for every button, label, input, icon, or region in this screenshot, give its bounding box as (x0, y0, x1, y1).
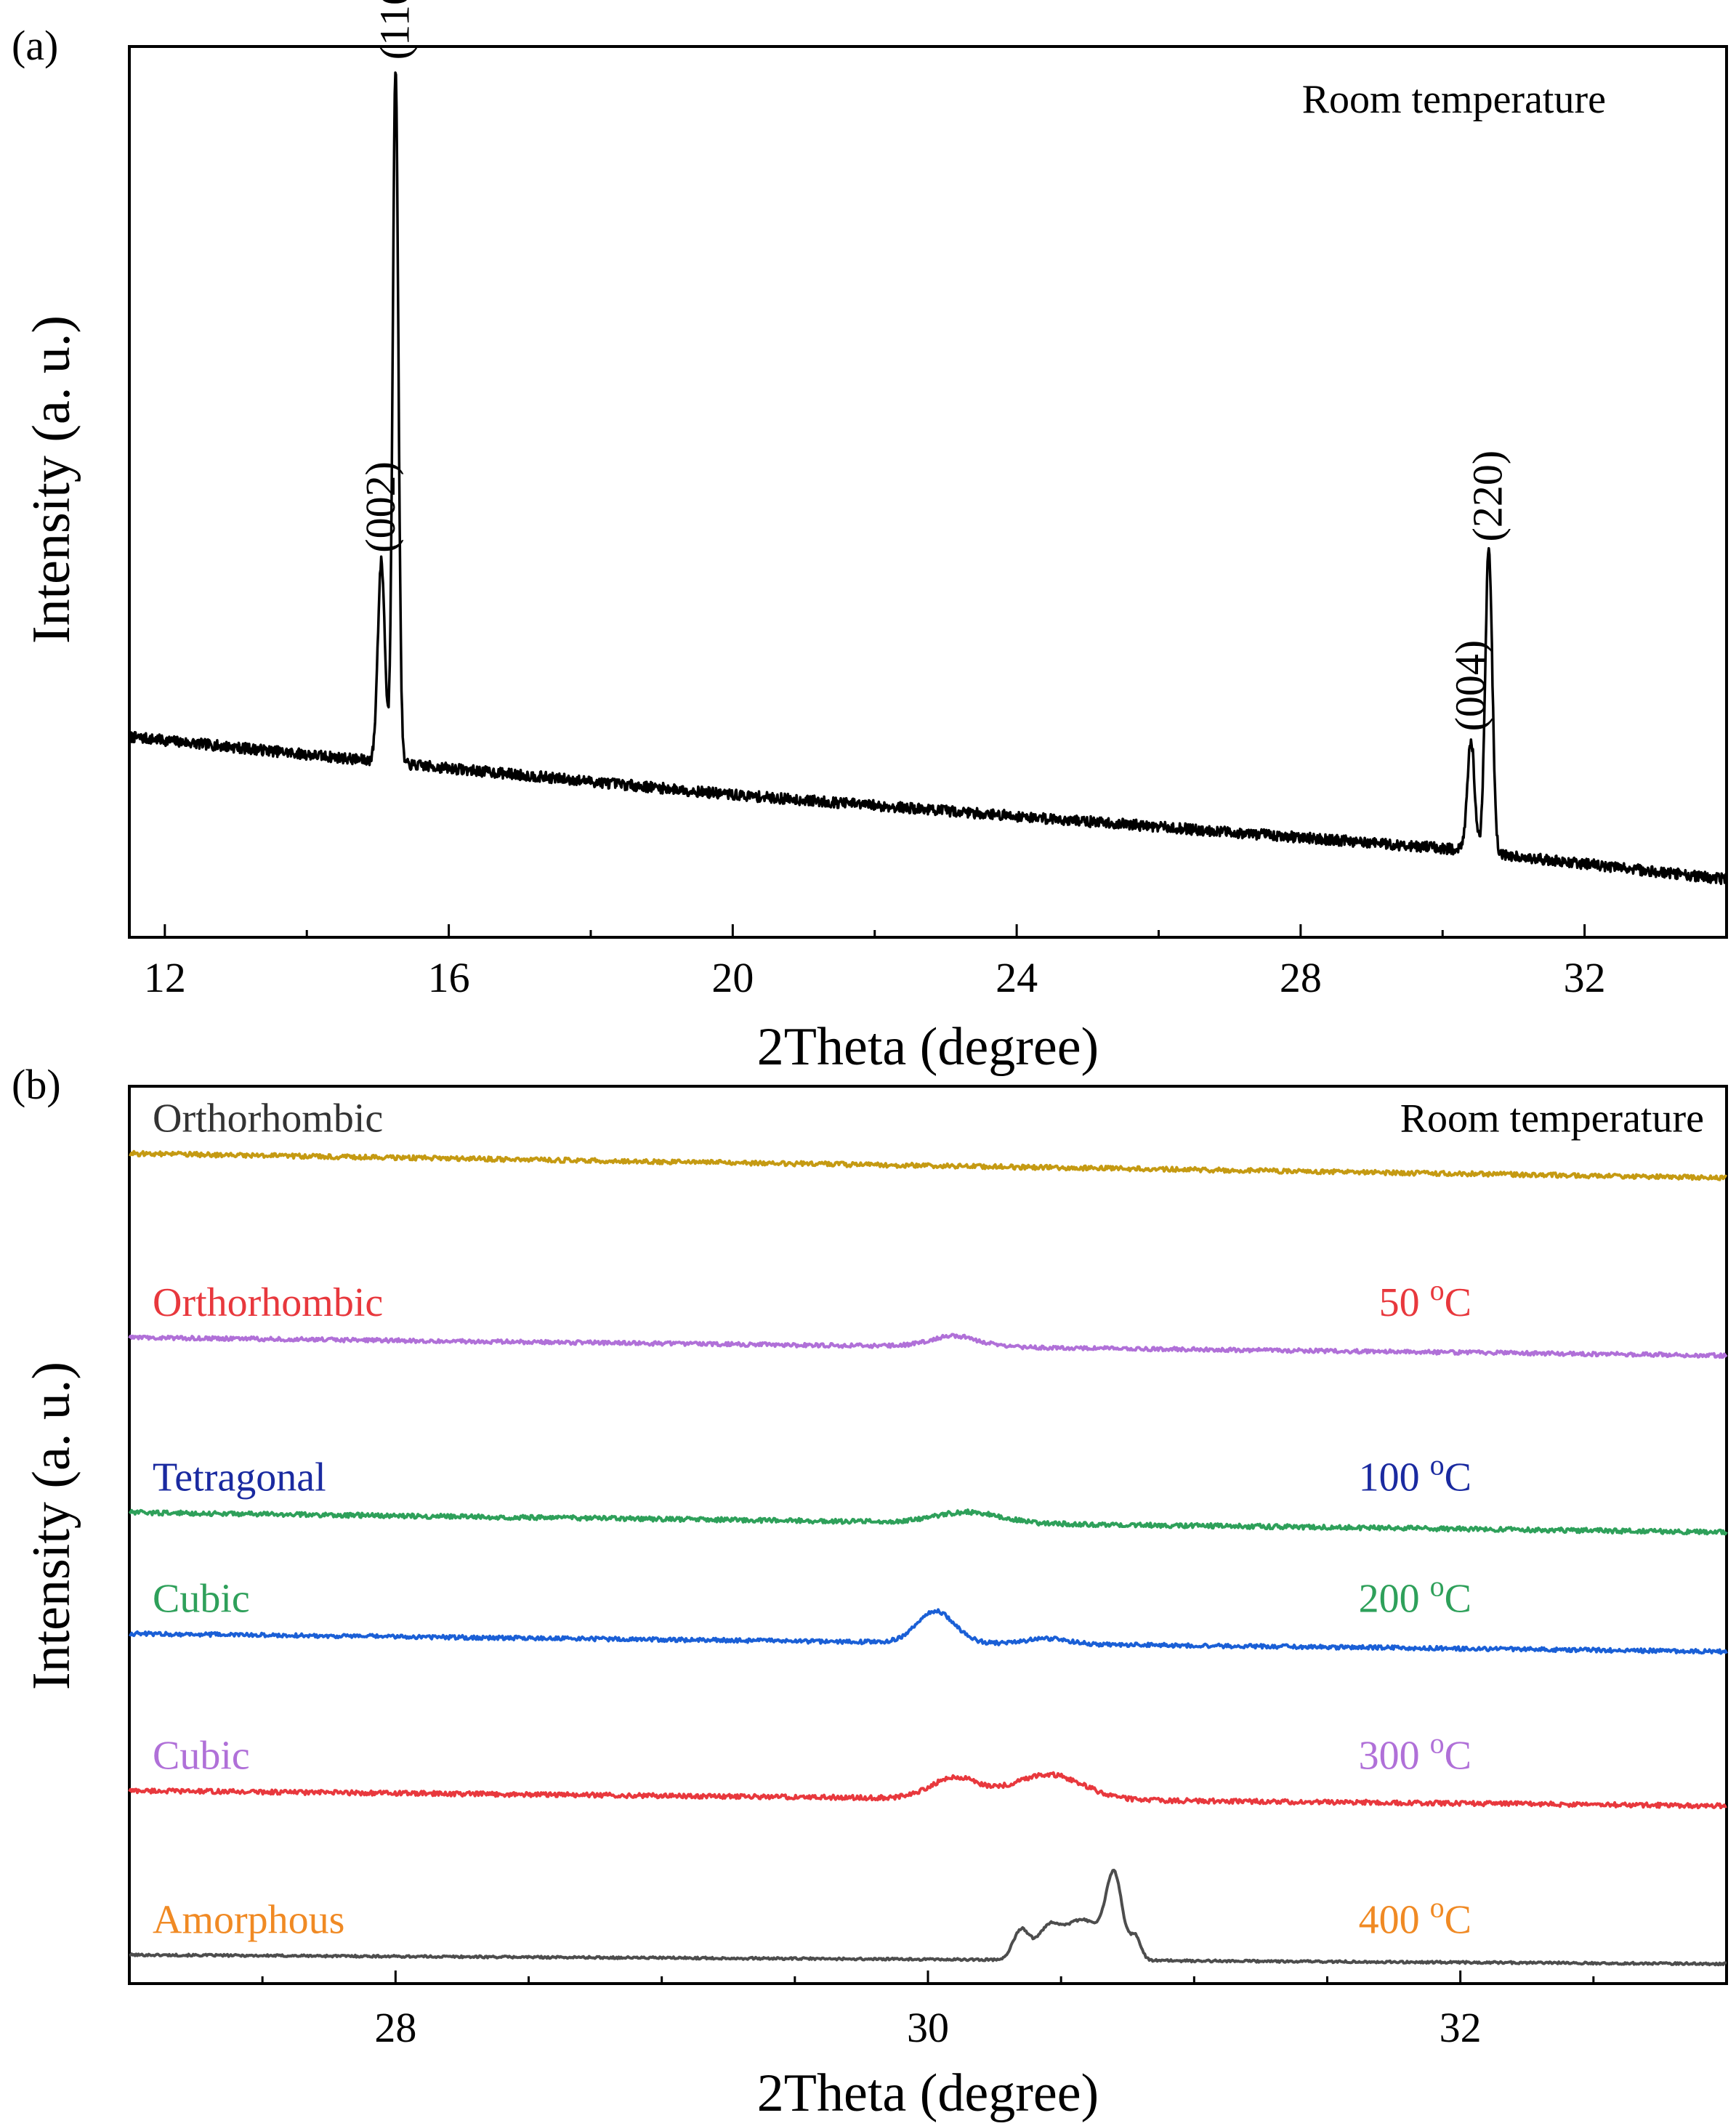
phase-label: Orthorhombic (153, 1280, 383, 1325)
panel-b-label: (b) (12, 1061, 61, 1108)
x-tick-label: 28 (374, 2004, 416, 2051)
panel-a-x-axis-title: 2Theta (degree) (757, 1017, 1099, 1077)
x-tick-label: 12 (144, 954, 186, 1001)
x-tick-label: 32 (1440, 2004, 1482, 2051)
series-line (129, 1868, 1727, 1967)
panel-b-temperature-labels: 400 oC 300 oC 200 oC 100 oC 50 oC Room temper… (1359, 1096, 1704, 1943)
panel-a-series-line (128, 71, 1728, 886)
temperature-unit-superscript: o (1430, 1569, 1445, 1602)
temperature-unit: C (1445, 1280, 1471, 1325)
series-line (129, 1149, 1728, 1181)
panel-a: (a) 12 16 20 24 28 32 (002) (110) (004) (220) Ro… (12, 0, 1728, 1077)
peak-label: (110) (371, 0, 418, 60)
panel-a-frame (128, 45, 1728, 939)
panel-b-y-axis-title: Intensity (a. u.) (22, 1362, 81, 1690)
phase-label: Cubic (153, 1576, 250, 1621)
panel-a-peak-labels: (002) (110) (004) (220) (357, 0, 1511, 731)
panel-b-frame (128, 1085, 1728, 1985)
panel-b-x-tick-labels: 28 30 32 (374, 2004, 1481, 2051)
panel-a-x-ticks (163, 924, 1728, 937)
temperature-unit: C (1445, 1576, 1471, 1621)
panel-b-x-ticks (128, 1971, 1728, 1984)
series-line (128, 1333, 1728, 1359)
temperature-unit-superscript: o (1430, 1726, 1445, 1759)
temperature-label: 300 oC (1359, 1726, 1471, 1778)
phase-label: Orthorhombic (153, 1096, 383, 1141)
peak-label: (004) (1446, 640, 1493, 732)
phase-label: Cubic (153, 1733, 250, 1778)
temperature-unit-superscript: o (1430, 1274, 1445, 1306)
x-tick-label: 28 (1280, 954, 1322, 1001)
phase-label: Amorphous (153, 1897, 344, 1942)
series-line (129, 1608, 1728, 1655)
phase-label: Tetragonal (153, 1455, 326, 1500)
series-line (128, 1508, 1728, 1536)
peak-label: (002) (357, 461, 404, 553)
temperature-label: 100 oC (1359, 1449, 1471, 1500)
panel-b-x-axis-title: 2Theta (degree) (757, 2064, 1099, 2123)
x-tick-label: 24 (996, 954, 1038, 1001)
x-tick-label: 20 (711, 954, 754, 1001)
x-tick-label: 16 (428, 954, 470, 1001)
x-tick-label: 32 (1564, 954, 1606, 1001)
temperature-unit: C (1445, 1897, 1471, 1942)
panel-b-phase-labels: Amorphous Cubic Cubic Tetragonal Orthorhombi… (153, 1096, 383, 1943)
temperature-label: 400 oC (1359, 1891, 1471, 1942)
panel-a-x-tick-labels: 12 16 20 24 28 32 (144, 954, 1606, 1001)
temperature-unit: C (1445, 1733, 1471, 1778)
panel-b-series-lines (128, 1149, 1728, 1967)
panel-a-annotation: Room temperature (1302, 77, 1606, 122)
peak-label: (220) (1464, 450, 1511, 542)
panel-a-y-axis-title: Intensity (a. u.) (22, 315, 81, 644)
temperature-unit-superscript: o (1430, 1891, 1445, 1923)
temperature-unit-superscript: o (1430, 1449, 1445, 1482)
panel-b: (b) 28 30 32 Amorphous Cubic Cubic Tetragonal… (12, 1061, 1728, 2123)
series-line (128, 1771, 1727, 1810)
temperature-label: Room temperature (1400, 1096, 1704, 1141)
panel-a-label: (a) (12, 22, 58, 69)
temperature-label: 200 oC (1359, 1569, 1471, 1621)
temperature-unit: C (1445, 1455, 1471, 1500)
temperature-label: 50 oC (1379, 1274, 1471, 1325)
x-tick-label: 30 (907, 2004, 949, 2051)
